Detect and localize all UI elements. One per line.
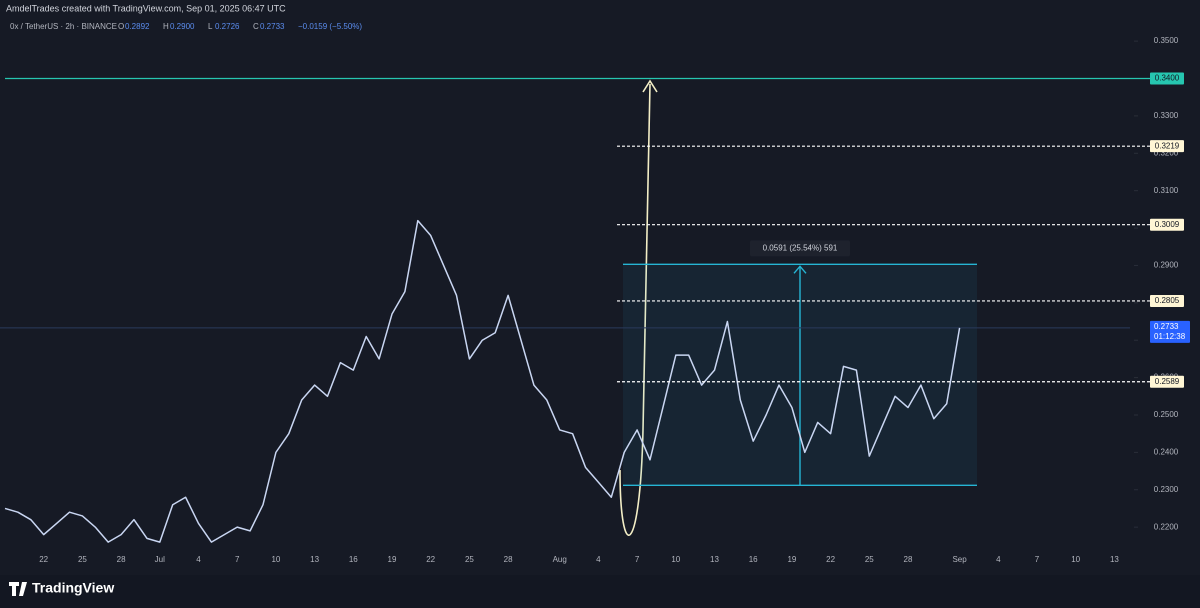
level-label: 0.3219 — [1155, 141, 1180, 150]
y-tick-label: 0.2300 — [1154, 485, 1179, 494]
ohlc-label: O — [118, 22, 124, 31]
y-tick-label: 0.2200 — [1154, 522, 1179, 531]
price-line — [4, 219, 961, 543]
x-tick-label: 19 — [787, 555, 796, 564]
x-tick-label: 25 — [465, 555, 474, 564]
level-tag — [1150, 218, 1184, 231]
ohlc-label: H — [163, 22, 169, 31]
last-price-tag — [1150, 320, 1190, 343]
x-tick-label: 13 — [310, 555, 319, 564]
change: −0.0159 (−5.50%) — [298, 22, 362, 31]
ohlc-value: 0.2726 — [215, 22, 240, 31]
y-tick-label: 0.3100 — [1154, 186, 1179, 195]
level-tag — [1150, 294, 1184, 307]
brand: TradingView — [32, 580, 114, 596]
measure-arrow-head — [793, 265, 807, 274]
y-tick-label: 0.3200 — [1154, 148, 1179, 157]
x-tick-label: 4 — [196, 555, 201, 564]
x-tick-label: 28 — [117, 555, 126, 564]
y-tick-label: 0.2400 — [1154, 447, 1179, 456]
level-label: 0.3400 — [1155, 74, 1180, 83]
arrow-head — [642, 79, 658, 93]
x-tick-label: 19 — [388, 555, 397, 564]
x-tick-label: 10 — [1071, 555, 1080, 564]
x-tick-label: 10 — [671, 555, 680, 564]
projection-arrow — [619, 83, 651, 536]
x-tick-label: 22 — [826, 555, 835, 564]
header: AmdelTrades created with TradingView.com… — [6, 3, 286, 13]
y-tick-label: 0.2500 — [1154, 410, 1179, 419]
logo-icon — [9, 582, 27, 596]
measure-label-bg — [750, 240, 850, 257]
y-tick-label: 0.3300 — [1154, 111, 1179, 120]
ohlc-value: 0.2892 — [125, 22, 150, 31]
x-tick-label: 28 — [504, 555, 513, 564]
ohlc-value: 0.2733 — [260, 22, 285, 31]
brand-logo: TradingView — [9, 580, 114, 596]
x-tick-label: 28 — [904, 555, 913, 564]
x-tick-label: 7 — [235, 555, 240, 564]
x-tick-label: 16 — [349, 555, 358, 564]
x-tick-label: Jul — [155, 555, 165, 564]
y-tick-label: 0.2900 — [1154, 261, 1179, 270]
x-tick-label: 7 — [1035, 555, 1040, 564]
x-tick-label: 25 — [865, 555, 874, 564]
x-tick-label: 7 — [635, 555, 640, 564]
x-tick-label: 4 — [596, 555, 601, 564]
measure-label: 0.0591 (25.54%) 591 — [763, 243, 838, 252]
x-tick-label: 13 — [1110, 555, 1119, 564]
ohlc-value: 0.2900 — [170, 22, 195, 31]
ohlc-label: C — [253, 22, 259, 31]
level-tag — [1150, 375, 1184, 388]
last-price-label: 0.2733 — [1154, 322, 1179, 331]
level-label: 0.2589 — [1155, 377, 1180, 386]
x-tick-label: 25 — [78, 555, 87, 564]
x-tick-label: 16 — [749, 555, 758, 564]
x-tick-label: 22 — [39, 555, 48, 564]
x-tick-label: 10 — [271, 555, 280, 564]
x-tick-label: 4 — [996, 555, 1001, 564]
x-tick-label: 13 — [710, 555, 719, 564]
y-tick-label: 0.3500 — [1154, 36, 1179, 45]
level-label: 0.3009 — [1155, 220, 1180, 229]
x-tick-label: Sep — [952, 555, 967, 564]
x-tick-label: Aug — [553, 555, 567, 564]
level-tag — [1150, 72, 1184, 85]
footer — [0, 575, 1200, 608]
x-tick-label: 22 — [426, 555, 435, 564]
level-tag — [1150, 140, 1184, 153]
level-label: 0.2805 — [1155, 296, 1180, 305]
last-price-countdown: 01:12:38 — [1154, 332, 1186, 341]
symbol: 0x / TetherUS · 2h · BINANCE — [10, 22, 117, 31]
ohlc-label: L — [208, 22, 213, 31]
